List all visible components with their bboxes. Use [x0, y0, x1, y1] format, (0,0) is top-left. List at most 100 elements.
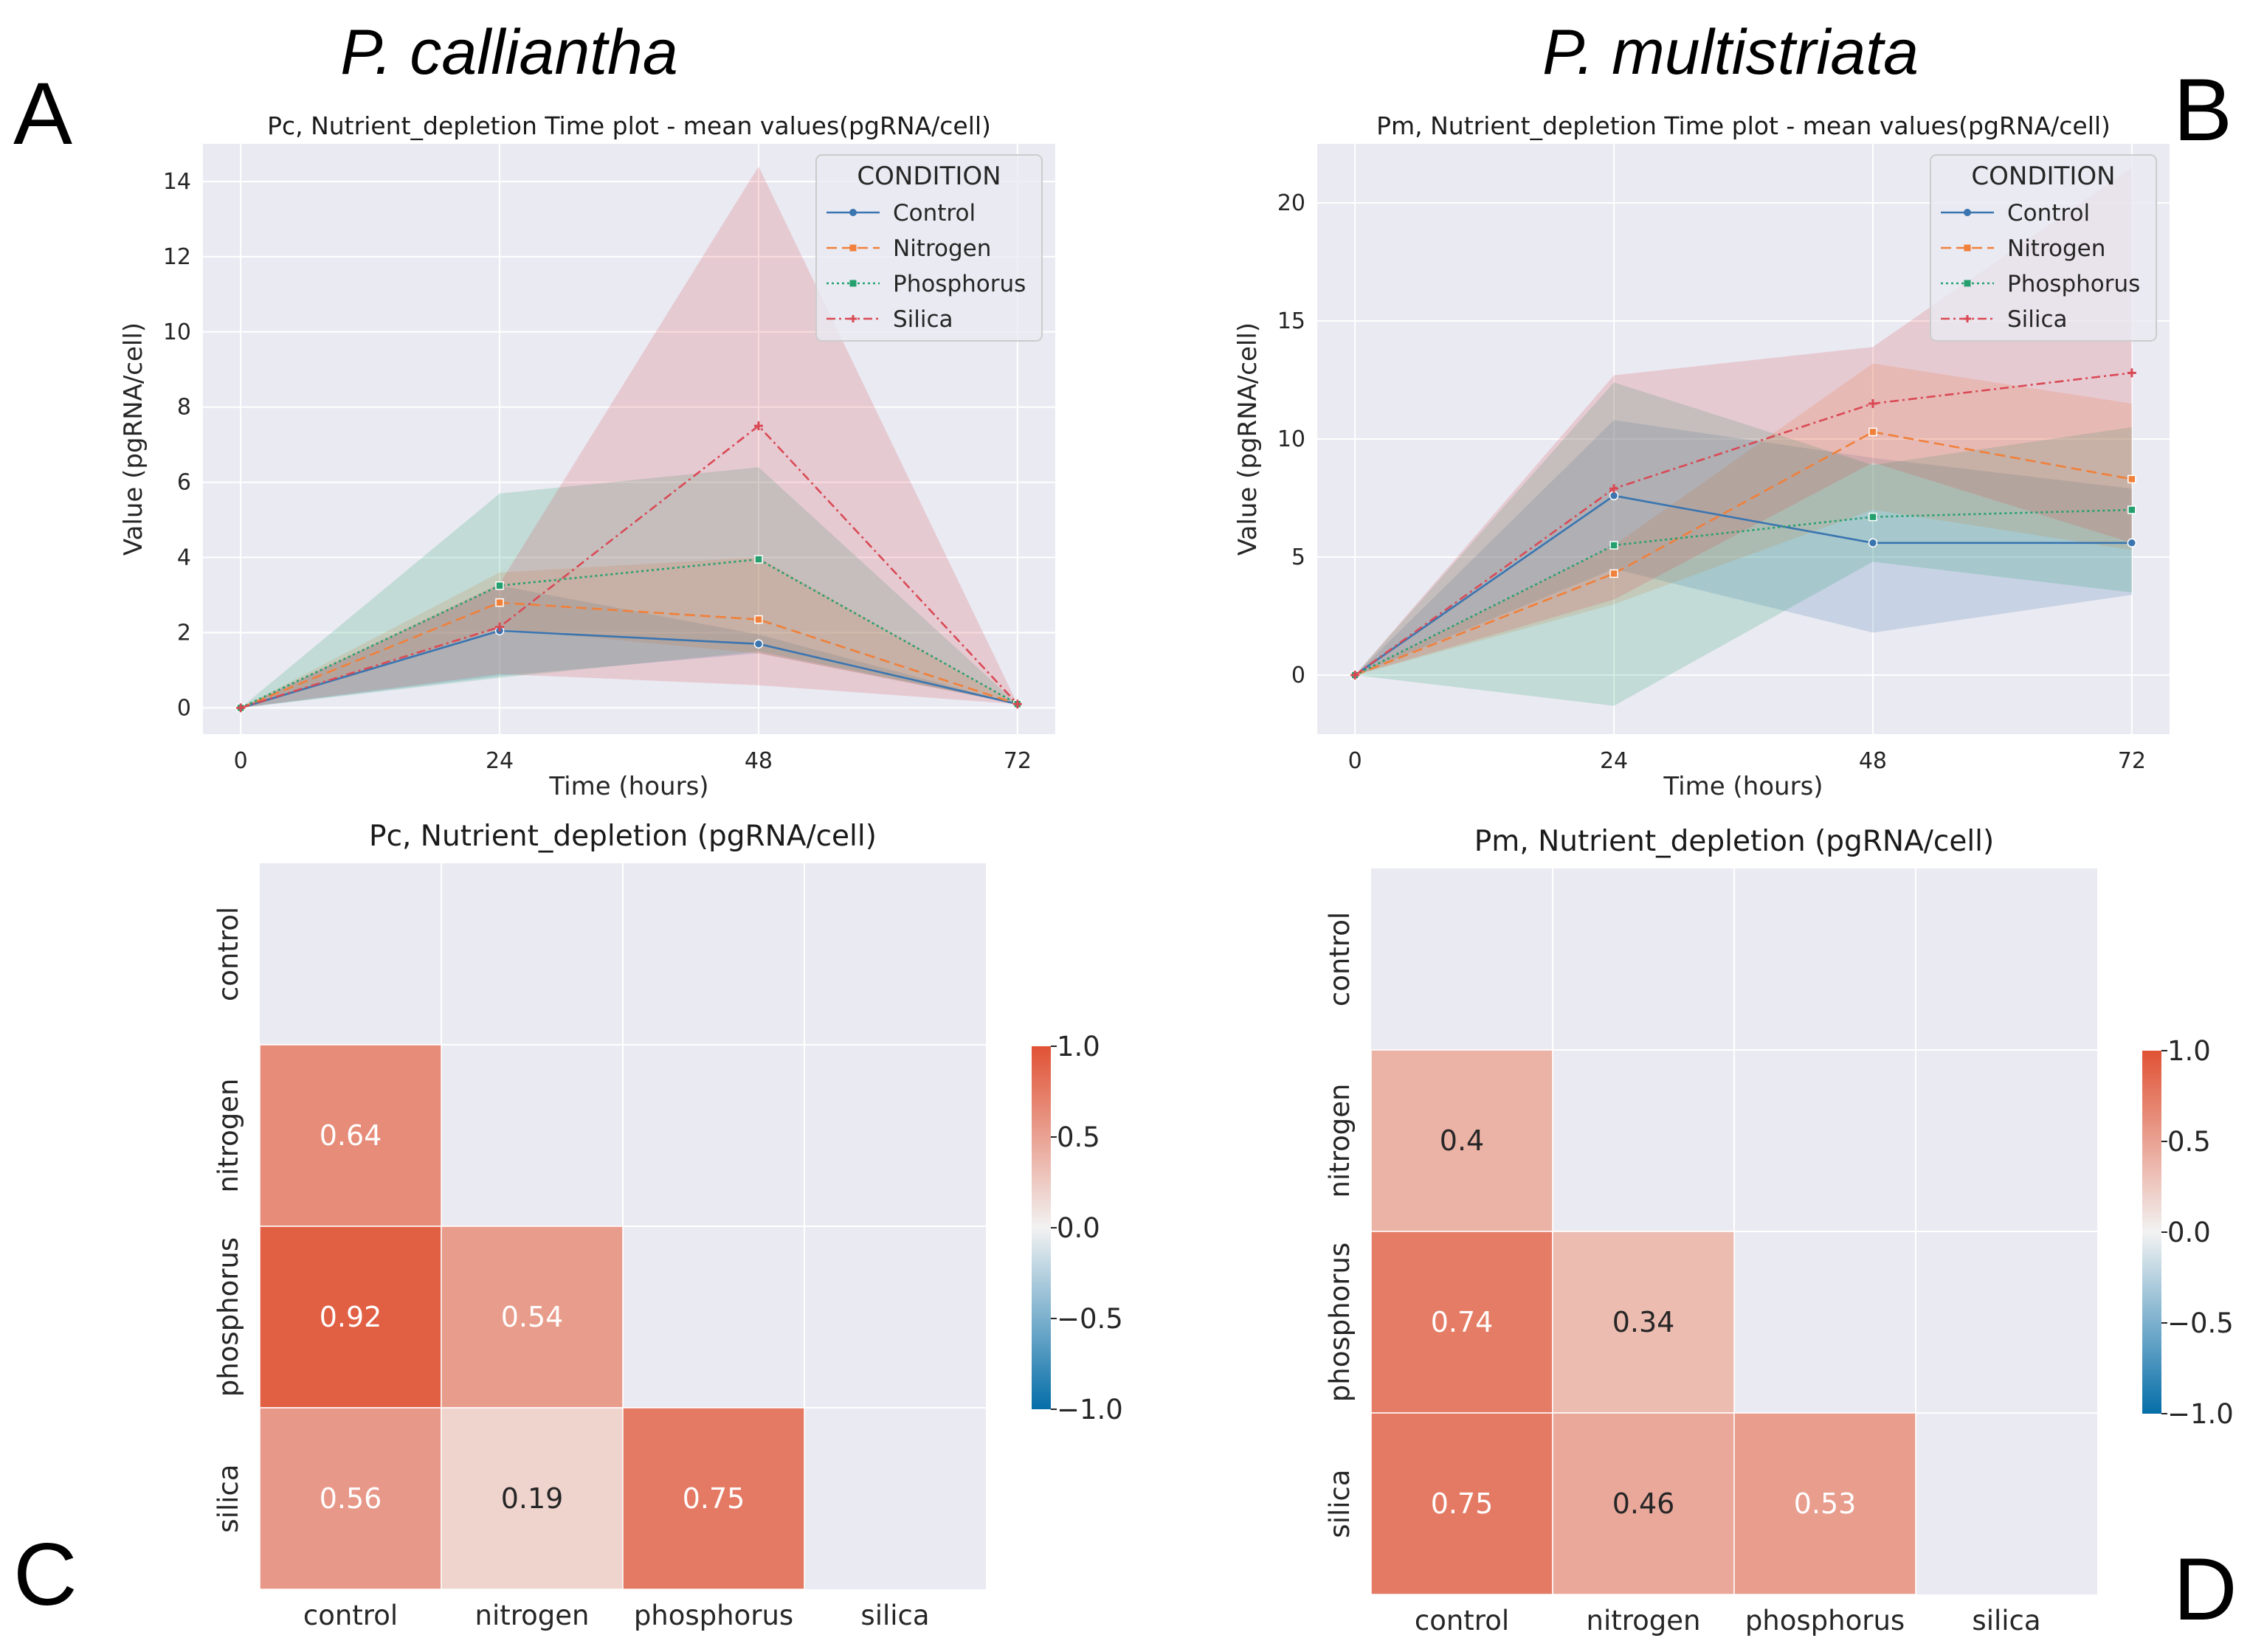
y-tick-label: 20	[1277, 190, 1305, 216]
legend-title: CONDITION	[857, 162, 1001, 191]
data-point	[2128, 474, 2136, 484]
series-line-silica	[240, 424, 1018, 709]
heatmap-cell-label: 0.4	[1440, 1124, 1484, 1157]
legend-marker	[1964, 315, 1971, 322]
x-tick-label: 72	[1004, 748, 1032, 774]
heatmap-cell-label: 0.54	[501, 1301, 564, 1333]
legend-marker	[1964, 209, 1971, 216]
series-line-nitrogen	[240, 601, 1018, 709]
x-tick-label: control	[1415, 1605, 1509, 1637]
heatmap-cell	[259, 1407, 442, 1590]
y-tick-label: 8	[177, 395, 191, 421]
data-point	[1609, 541, 1618, 550]
legend-marker	[849, 244, 857, 252]
legend: CONDITION Control Nitrogen Phosphorus Silica	[1930, 154, 2157, 342]
chart-title: Pc, Nutrient_depletion Time plot - mean …	[267, 111, 991, 140]
y-tick-label: 6	[177, 470, 191, 496]
heatmap-cell-label: 0.53	[1794, 1487, 1857, 1520]
colorbar-tick-label: −1.0	[2167, 1398, 2234, 1430]
y-tick-label: silica	[1324, 1469, 1356, 1538]
y-axis-label: Value (pgRNA/cell)	[1233, 322, 1263, 556]
heatmap-cell-label: 0.74	[1431, 1306, 1494, 1338]
heatmap-cell-label: 0.19	[501, 1482, 564, 1515]
x-tick-label: 24	[486, 748, 514, 774]
data-point	[2127, 538, 2137, 548]
ci-band-control	[1355, 420, 2132, 675]
heatmap-cell-label: 0.92	[320, 1301, 382, 1333]
x-tick-label: 48	[745, 748, 773, 774]
chart-title: Pc, Nutrient_depletion (pgRNA/cell)	[369, 820, 877, 853]
y-tick-label: 5	[1291, 545, 1305, 570]
heatmap-cell	[1552, 1412, 1735, 1595]
heatmap-cell	[259, 1044, 442, 1227]
heatmap-cell	[1370, 1231, 1553, 1414]
colorbar	[1032, 1046, 1051, 1409]
legend-label: Phosphorus	[2007, 271, 2140, 297]
panel-letter-b: B	[2173, 61, 2232, 159]
heatmap-cell-label: 0.75	[683, 1482, 745, 1515]
heatmap-cell	[622, 1407, 805, 1590]
legend: CONDITION Control Nitrogen Phosphorus Silica	[815, 154, 1043, 342]
x-tick-label: 0	[1348, 748, 1362, 774]
x-tick-label: nitrogen	[475, 1600, 590, 1631]
heatmap-cell-label: 0.34	[1612, 1306, 1675, 1338]
ci-band-control	[241, 585, 1018, 708]
legend-marker	[1964, 280, 1971, 287]
ci-band-silica	[1355, 167, 2132, 675]
x-axis-label: Time (hours)	[548, 772, 708, 801]
y-tick-label: 0	[177, 695, 191, 721]
heatmap-cell	[1370, 1049, 1553, 1232]
heatmap-cell-label: 0.46	[1612, 1487, 1675, 1520]
data-point	[2127, 368, 2136, 378]
colorbar-tick-label: 0.0	[1057, 1212, 1100, 1244]
y-tick-label: nitrogen	[213, 1079, 244, 1193]
legend-marker	[1964, 244, 1971, 252]
panel-letter-d: D	[2173, 1540, 2237, 1639]
panel-letter-a: A	[13, 64, 72, 163]
x-tick-label: phosphorus	[1745, 1605, 1905, 1637]
series-line-nitrogen	[1354, 431, 2133, 677]
y-tick-label: 4	[177, 545, 191, 571]
heatmap-cell-label: 0.64	[320, 1119, 382, 1152]
data-point	[1609, 569, 1618, 578]
heatmap-cell	[441, 1226, 624, 1409]
legend-marker	[849, 209, 857, 216]
panel-letter-c: C	[13, 1525, 77, 1624]
data-point	[1609, 484, 1619, 494]
data-point	[754, 555, 763, 564]
legend-label: Nitrogen	[2007, 235, 2105, 262]
y-tick-label: control	[1324, 912, 1356, 1006]
x-tick-label: 48	[1859, 748, 1887, 774]
species-title-b: P. multistriata	[1542, 17, 1919, 88]
heatmap-c: 0.64 0.92 0.54 0.56 0.19 0.75 control control ni…	[213, 820, 1123, 1631]
heatmap-cell	[1370, 1412, 1553, 1595]
y-tick-label: 14	[163, 169, 191, 195]
y-tick-label: silica	[213, 1464, 244, 1532]
data-point	[1350, 671, 1360, 680]
x-axis-label: Time (hours)	[1663, 772, 1823, 801]
ci-band-phosphorus	[1355, 382, 2132, 706]
x-tick-label: 72	[2118, 748, 2146, 774]
data-point	[754, 615, 763, 624]
data-point	[1868, 512, 1877, 522]
colorbar-tick-label: −1.0	[1057, 1394, 1123, 1425]
data-point	[1012, 699, 1022, 709]
heatmap-cell	[1733, 1412, 1916, 1595]
data-point	[495, 622, 505, 632]
colorbar-tick-label: −0.5	[2167, 1307, 2234, 1339]
data-point	[1868, 427, 1877, 437]
y-axis-label: Value (pgRNA/cell)	[119, 322, 148, 556]
y-tick-label: control	[213, 907, 244, 1001]
series-line-control	[240, 629, 1018, 709]
colorbar	[2142, 1051, 2161, 1414]
data-point	[236, 703, 246, 713]
data-point	[1868, 399, 1877, 408]
x-tick-label: nitrogen	[1587, 1605, 1701, 1637]
chart-title: Pm, Nutrient_depletion (pgRNA/cell)	[1474, 825, 1994, 858]
species-title-a: P. calliantha	[340, 17, 677, 88]
x-tick-label: silica	[1972, 1605, 2040, 1637]
x-tick-label: 0	[234, 748, 248, 774]
data-point	[2128, 505, 2136, 514]
